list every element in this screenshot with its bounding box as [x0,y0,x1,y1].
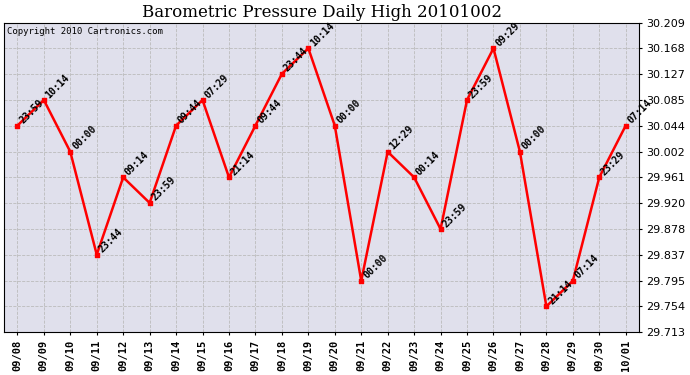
Text: 09:44: 09:44 [176,98,204,126]
Point [39,97,50,103]
Point [515,149,526,155]
Text: 23:59: 23:59 [467,72,495,100]
Point [12,123,23,129]
Point [620,123,631,129]
Text: 00:14: 00:14 [414,150,442,177]
Point [382,149,393,155]
Text: 00:00: 00:00 [520,124,548,152]
Text: 23:59: 23:59 [17,98,46,126]
Point [594,174,605,180]
Point [303,45,314,51]
Text: 09:14: 09:14 [124,150,151,177]
Text: 00:00: 00:00 [70,124,98,152]
Text: 09:29: 09:29 [493,21,522,48]
Text: 23:44: 23:44 [97,227,125,255]
Text: 00:00: 00:00 [335,98,363,126]
Text: 21:14: 21:14 [546,279,574,306]
Point [170,123,181,129]
Point [144,200,155,206]
Point [567,278,578,284]
Text: 23:59: 23:59 [441,201,469,229]
Text: 10:14: 10:14 [44,72,72,100]
Point [356,278,367,284]
Point [224,174,235,180]
Text: 23:59: 23:59 [150,175,177,203]
Text: 12:29: 12:29 [388,124,415,152]
Point [435,226,446,232]
Text: Copyright 2010 Cartronics.com: Copyright 2010 Cartronics.com [8,27,164,36]
Point [329,123,340,129]
Text: 09:44: 09:44 [255,98,284,126]
Point [541,303,552,309]
Point [250,123,261,129]
Text: 07:29: 07:29 [203,72,230,100]
Point [118,174,129,180]
Point [197,97,208,103]
Text: 21:14: 21:14 [229,150,257,177]
Point [65,149,76,155]
Text: 10:14: 10:14 [308,21,336,48]
Text: 23:29: 23:29 [600,150,627,177]
Point [408,174,420,180]
Text: 07:14: 07:14 [573,253,601,281]
Text: 07:14: 07:14 [626,98,653,126]
Point [91,252,102,258]
Text: 00:00: 00:00 [362,253,389,281]
Point [488,45,499,51]
Point [462,97,473,103]
Point [277,71,288,77]
Text: 23:44: 23:44 [282,46,310,74]
Title: Barometric Pressure Daily High 20101002: Barometric Pressure Daily High 20101002 [141,4,502,21]
